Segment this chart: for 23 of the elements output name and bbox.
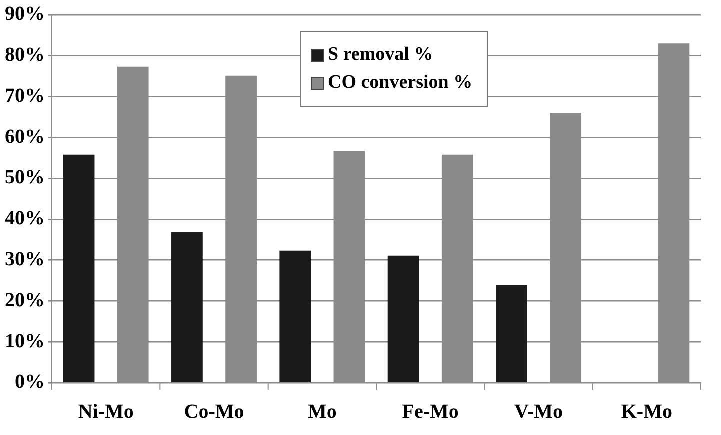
x-tick-label: V-Mo	[514, 401, 563, 424]
bar	[172, 232, 203, 382]
x-tick-label: Co-Mo	[184, 401, 244, 424]
x-tick-label: K-Mo	[621, 401, 672, 424]
legend-label: CO conversion %	[328, 72, 473, 94]
y-tick-label: 50%	[5, 166, 45, 189]
bar	[496, 285, 528, 382]
bar	[280, 250, 312, 382]
y-tick-label: 0%	[15, 371, 45, 394]
y-tick-label: 30%	[5, 248, 45, 271]
x-tick-label: Fe-Mo	[402, 401, 459, 424]
y-tick-label: 20%	[5, 289, 45, 312]
y-tick-label: 10%	[5, 330, 45, 352]
x-tick-label: Mo	[308, 401, 337, 424]
y-tick-label: 80%	[5, 44, 45, 66]
legend-label: S removal %	[328, 44, 434, 66]
y-tick-label: 60%	[5, 126, 45, 148]
y-tick-label: 90%	[5, 3, 45, 26]
y-tick-label: 40%	[5, 208, 45, 230]
y-tick-label: 70%	[5, 84, 45, 107]
x-tick-label: Ni-Mo	[78, 401, 134, 424]
bar	[63, 154, 95, 382]
bar	[388, 256, 420, 382]
